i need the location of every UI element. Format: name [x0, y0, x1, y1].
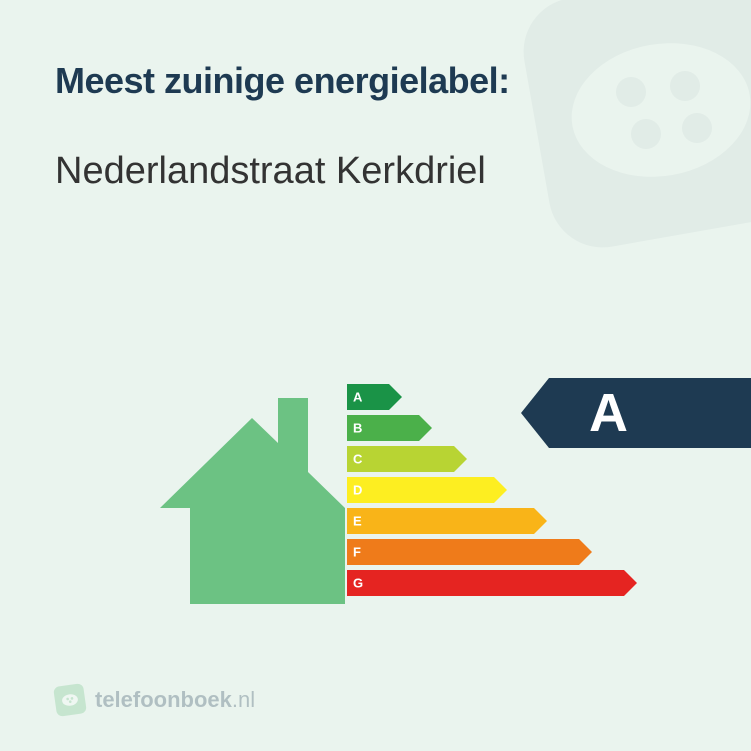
- house-icon: [160, 378, 345, 604]
- footer-branding: telefoonboek.nl: [55, 685, 255, 715]
- energy-bar-g: G: [347, 570, 637, 596]
- energy-bar-f: F: [347, 539, 637, 565]
- result-arrow-shape: [521, 378, 751, 448]
- bar-label: A: [353, 390, 362, 405]
- footer-logo-icon: [53, 683, 87, 717]
- bar-label: F: [353, 545, 361, 560]
- page-title: Meest zuinige energielabel:: [55, 60, 696, 102]
- bar-label: G: [353, 576, 363, 591]
- result-letter: A: [589, 386, 628, 440]
- content-block: Meest zuinige energielabel: Nederlandstr…: [0, 0, 751, 193]
- bar-shape: [347, 508, 547, 534]
- footer-text: telefoonboek.nl: [95, 687, 255, 713]
- page-subtitle: Nederlandstraat Kerkdriel: [55, 150, 696, 193]
- bar-shape: [347, 446, 467, 472]
- result-badge: A: [521, 378, 751, 453]
- bar-shape: [347, 477, 507, 503]
- energy-bar-e: E: [347, 508, 637, 534]
- energy-bar-d: D: [347, 477, 637, 503]
- bar-shape: [347, 539, 592, 565]
- bar-shape: [347, 570, 637, 596]
- footer-brand-light: .nl: [232, 687, 255, 712]
- bar-label: D: [353, 483, 362, 498]
- bar-label: B: [353, 421, 362, 436]
- footer-brand-bold: telefoonboek: [95, 687, 232, 712]
- bar-label: C: [353, 452, 362, 467]
- bar-label: E: [353, 514, 362, 529]
